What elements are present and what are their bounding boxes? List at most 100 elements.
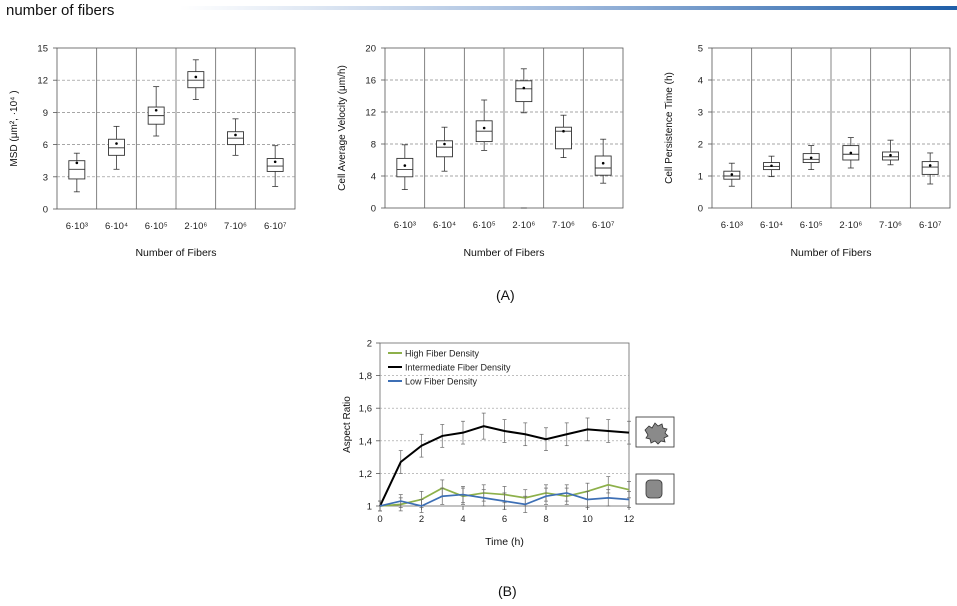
y-tick-label: 3	[43, 172, 48, 183]
x-tick-label: 6·10⁵	[800, 220, 823, 231]
x-axis-title: Number of Fibers	[790, 247, 871, 259]
box-mean	[770, 164, 773, 168]
series-3	[378, 484, 631, 513]
box-mean	[928, 164, 932, 167]
panel-label-a: (A)	[496, 287, 515, 303]
line-chart-aspect-ratio: 1 1,2 1,4 1,6 1,8 2 0 2 4 6 8 10 12 High Fiber Densit…	[342, 339, 634, 549]
x-tick-label: 10	[582, 514, 593, 525]
series-line	[379, 492, 630, 507]
x-tick-label: 6·10⁴	[105, 221, 128, 232]
legend-label: High Fiber Density	[405, 349, 480, 359]
x-tick-label: 6·10⁵	[473, 220, 496, 231]
y-tick-label: 0	[43, 205, 48, 216]
irregular-cell-icon	[635, 416, 675, 448]
y-tick-label: 1,8	[359, 371, 372, 382]
box-iqr	[594, 155, 612, 176]
x-axis-title: Number of Fibers	[463, 247, 544, 259]
box-6	[266, 145, 284, 187]
box-5	[882, 139, 899, 166]
box-iqr	[266, 158, 284, 172]
y-axis-title: Cell Persistence Time (h)	[664, 72, 675, 184]
box-iqr	[515, 80, 533, 103]
x-tick-label: 6·10⁷	[919, 220, 942, 231]
box-iqr	[396, 157, 414, 178]
box-mean	[154, 108, 158, 112]
x-axis-title: Number of Fibers	[135, 247, 216, 259]
y-axis-title: Cell Average Velocity (μm/h)	[337, 65, 348, 191]
y-tick-label: 15	[37, 44, 48, 55]
box-3	[802, 145, 820, 171]
box-mean	[482, 126, 486, 130]
box-1	[723, 162, 741, 187]
box-chart-1: 0 3 6 9 12 15 6·10³ 6·10⁴ 6·10⁵ 2·10⁶ 7·10⁶ 6·10⁷ Nu…	[9, 44, 296, 259]
x-tick-label: 7·10⁶	[879, 220, 902, 231]
box-mean	[273, 160, 277, 164]
y-tick-label: 1,6	[359, 404, 372, 415]
box-mean	[730, 173, 734, 176]
box-mean	[889, 153, 892, 157]
rounded-cell-icon	[635, 473, 675, 505]
x-tick-label: 6·10⁴	[760, 220, 783, 231]
x-tick-label: 7·10⁶	[224, 221, 247, 232]
x-tick-label: 6·10⁵	[145, 221, 168, 232]
box-3	[475, 99, 493, 151]
rounded-cell-shape	[645, 479, 663, 499]
box-2	[763, 155, 780, 178]
box-1	[396, 144, 414, 191]
header-band	[180, 6, 957, 10]
x-tick-label: 7·10⁶	[552, 220, 575, 231]
box-chart-3: 0 1 2 3 4 5 6·10³ 6·10⁴ 6·10⁵ 2·10⁶ 7·10⁶ 6·10⁷ Numb…	[664, 44, 951, 259]
y-tick-label: 12	[37, 76, 48, 87]
y-tick-label: 1,2	[359, 469, 372, 480]
x-tick-label: 8	[543, 514, 548, 525]
x-axis-title: Time (h)	[485, 536, 524, 548]
x-tick-label: 2·10⁶	[512, 220, 535, 231]
y-tick-label: 1	[367, 502, 372, 513]
x-tick-label: 2	[419, 514, 424, 525]
y-tick-label: 4	[371, 172, 376, 183]
box-2	[436, 126, 453, 172]
y-tick-label: 1,4	[359, 436, 372, 447]
box-mean	[562, 129, 565, 133]
box-mean	[115, 142, 118, 145]
box-4	[842, 137, 860, 169]
x-tick-label: 2·10⁶	[184, 221, 207, 232]
y-axis-title: Aspect Ratio	[342, 396, 353, 453]
box-iqr	[187, 71, 205, 89]
y-tick-label: 0	[371, 204, 376, 215]
y-tick-label: 6	[43, 140, 48, 151]
x-tick-label: 2·10⁶	[839, 220, 862, 231]
x-tick-label: 12	[624, 514, 635, 525]
y-tick-label: 16	[365, 76, 376, 87]
box-mean	[601, 161, 605, 165]
box-2	[108, 125, 125, 170]
box-mean	[522, 86, 526, 90]
x-tick-label: 6·10³	[721, 220, 743, 231]
irregular-cell-shape	[644, 422, 669, 445]
y-tick-label: 2	[698, 140, 703, 151]
y-tick-label: 1	[698, 172, 703, 183]
x-tick-label: 4	[460, 514, 465, 525]
header-title: number of fibers	[6, 2, 115, 19]
y-tick-label: 9	[43, 108, 48, 119]
box-6	[594, 138, 612, 184]
box-6	[921, 152, 939, 185]
panel-label-b: (B)	[498, 583, 517, 599]
y-tick-label: 12	[365, 108, 376, 119]
box-iqr	[921, 161, 939, 175]
box-5	[555, 114, 572, 159]
x-tick-label: 6·10⁴	[433, 220, 456, 231]
box-mean	[443, 142, 446, 146]
legend: High Fiber Density Intermediate Fiber Den…	[388, 349, 511, 387]
box-5	[227, 118, 244, 156]
y-tick-label: 0	[698, 204, 703, 215]
box-mean	[75, 161, 79, 165]
box-mean	[849, 151, 853, 155]
box-iqr	[555, 126, 572, 150]
x-tick-label: 6·10⁷	[264, 221, 287, 232]
box-3	[147, 86, 165, 137]
legend-label: Intermediate Fiber Density	[405, 363, 511, 373]
box-mean	[403, 164, 407, 167]
y-tick-label: 8	[371, 140, 376, 151]
